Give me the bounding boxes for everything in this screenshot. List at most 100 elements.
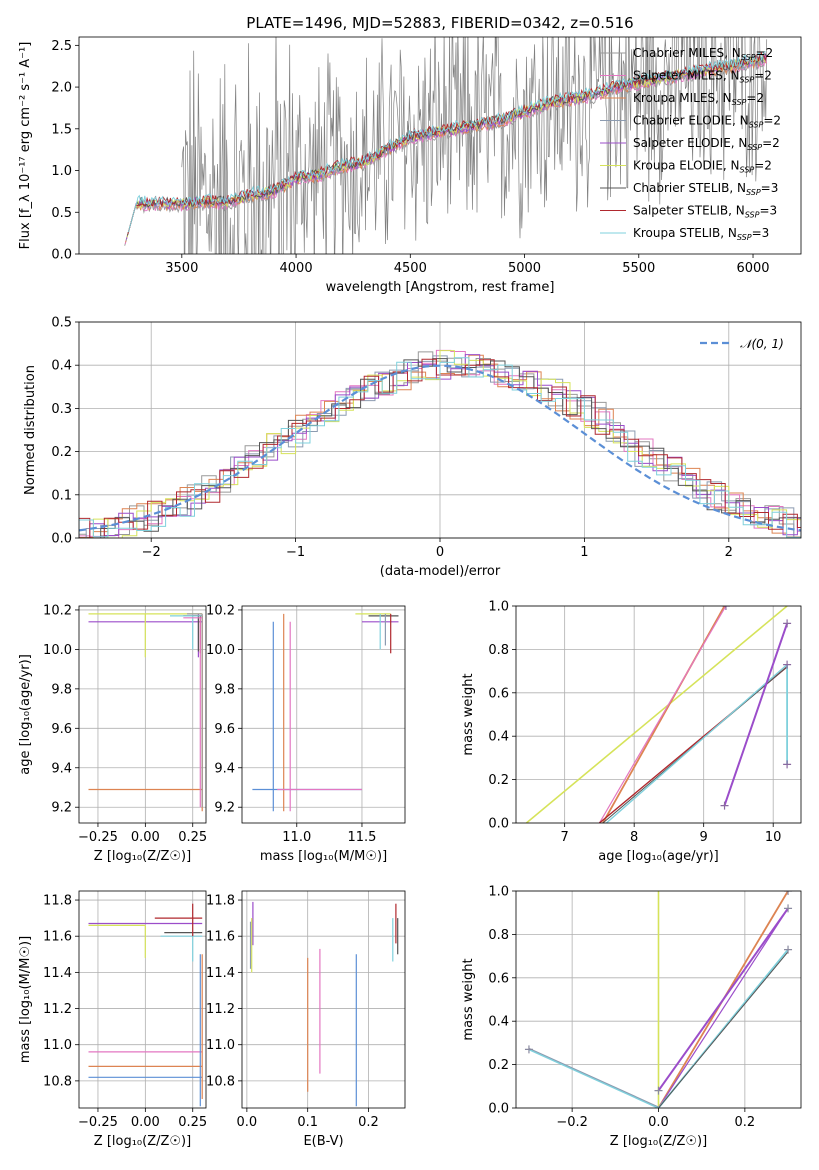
- y-tick-label: 1.0: [51, 164, 72, 179]
- y-tick-label: 11.4: [206, 966, 235, 981]
- z-age-panel: −0.25 0.00 0.25 9.2 9.4 9.6 9.8 10.0 10.2 Z [log₁…: [18, 603, 207, 864]
- x-tick-label: 4500: [394, 261, 427, 276]
- legend-entry: Salpeter MILES, NSSP=2: [633, 69, 772, 85]
- axes-frame: [515, 890, 802, 1109]
- x-tick-label: −0.2: [556, 1115, 588, 1130]
- weight-marker: [721, 606, 730, 610]
- x-tick-label: 7: [561, 830, 569, 845]
- histogram-salpeter-elodie: [79, 354, 801, 538]
- plot-area: [79, 349, 801, 538]
- weight-marker: [720, 801, 729, 810]
- y-tick-label: 0.2: [488, 1058, 509, 1073]
- y-tick-label: 11.2: [43, 1002, 72, 1017]
- weight-marker: [783, 619, 792, 628]
- weight-line: [605, 664, 788, 823]
- y-tick-label: 10.2: [206, 603, 235, 618]
- weight-marker: [654, 1086, 663, 1095]
- y-tick-label: 0.1: [51, 488, 72, 503]
- x-tick-label: 2: [725, 545, 733, 560]
- x-axis-label: Z [log₁₀(Z/Z☉)]: [94, 849, 191, 864]
- weight-marker: [784, 945, 793, 954]
- z-mass-panel: −0.25 0.00 0.25 10.8 11.0 11.2 11.4 11.6 11.8 Z […: [18, 890, 207, 1149]
- x-tick-label: 4000: [280, 261, 313, 276]
- axes-frame: [78, 321, 802, 539]
- legend-entry: Salpeter STELIB, NSSP=3: [633, 204, 777, 220]
- x-tick-label: 0.25: [178, 1115, 207, 1130]
- model-line-kroupa-stelib: [127, 51, 766, 233]
- y-tick-label: 9.6: [214, 722, 235, 737]
- weight-line: [657, 908, 789, 1108]
- y-tick-label: 9.6: [51, 722, 72, 737]
- legend-entry: Kroupa MILES, NSSP=2: [633, 91, 764, 107]
- y-tick-label: 0.0: [488, 817, 509, 832]
- legend-entry: Kroupa ELODIE, NSSP=2: [633, 159, 772, 175]
- y-tick-label: 11.8: [43, 894, 72, 909]
- x-tick-label: 0.25: [178, 830, 207, 845]
- y-tick-label: 0.2: [51, 445, 72, 460]
- plot-area: [252, 613, 399, 812]
- x-tick-label: −2: [142, 545, 161, 560]
- x-tick-label: 0: [436, 545, 444, 560]
- weight-marker: [784, 891, 793, 895]
- x-axis-label: E(B-V): [303, 1134, 343, 1149]
- y-tick-label: 0.5: [51, 316, 72, 331]
- y-axis-label: mass weight: [461, 958, 476, 1040]
- axes-frame: [78, 605, 207, 824]
- y-tick-label: 11.8: [206, 894, 235, 909]
- weight-line: [723, 623, 789, 806]
- legend-entry: Kroupa STELIB, NSSP=3: [633, 226, 769, 242]
- histogram-salpeter-miles: [79, 349, 801, 538]
- spectrum-data-line: [181, 37, 768, 254]
- y-tick-label: 11.4: [43, 966, 72, 981]
- x-tick-label: 0.2: [358, 1115, 379, 1130]
- weight-line: [528, 1048, 659, 1108]
- y-tick-label: 0.0: [51, 532, 72, 547]
- y-tick-label: 9.4: [51, 761, 72, 776]
- legend-entry: Chabrier STELIB, NSSP=3: [633, 181, 778, 197]
- x-axis-label: age [log₁₀(age/yr)]: [598, 849, 719, 864]
- y-tick-label: 10.2: [43, 603, 72, 618]
- histogram-salpeter-stelib: [79, 358, 801, 538]
- x-tick-label: 0.2: [735, 1115, 756, 1130]
- histogram-chabrier-stelib: [79, 358, 801, 538]
- weight-line: [528, 1047, 659, 1108]
- normal-curve: [79, 364, 801, 532]
- x-tick-label: 8: [630, 830, 638, 845]
- age-weight-panel: 7 8 9 10 0.0 0.2 0.4 0.6 0.8 1.0 age [log₁₀(age/yr…: [461, 600, 802, 864]
- y-tick-label: 0.6: [488, 971, 509, 986]
- x-tick-label: 0.0: [648, 1115, 669, 1130]
- x-tick-label: 6000: [736, 261, 769, 276]
- x-axis-label: Z [log₁₀(Z/Z☉)]: [610, 1134, 707, 1149]
- y-tick-label: 11.0: [206, 1038, 235, 1053]
- plot-area: [88, 613, 203, 812]
- y-tick-label: 11.6: [43, 930, 72, 945]
- plot-area: [124, 37, 768, 254]
- y-axis-label: Flux [f_λ 10⁻¹⁷ erg cm⁻² s⁻¹ A⁻¹]: [18, 42, 33, 250]
- y-tick-label: 11.0: [43, 1038, 72, 1053]
- spectrum-panel: 3500 4000 4500 5000 5500 6000 0.0 0.5 1.0 1.5 2.0 2…: [18, 36, 802, 295]
- legend-entry: Chabrier MILES, NSSP=2: [633, 46, 773, 62]
- x-tick-label: 11.5: [347, 830, 376, 845]
- y-tick-label: 9.2: [214, 801, 235, 816]
- mass-age-panel: 11.0 11.5 9.2 9.4 9.6 9.8 10.0 10.2 mass [log₁₀(…: [206, 603, 406, 864]
- weight-marker: [783, 760, 792, 769]
- axes-frame: [515, 605, 802, 824]
- y-axis-label: mass weight: [461, 673, 476, 755]
- y-tick-label: 0.4: [488, 1015, 509, 1030]
- spectrum-legend: Chabrier MILES, NSSP=2 Salpeter MILES, NS…: [600, 46, 781, 242]
- y-tick-label: 9.2: [51, 801, 72, 816]
- x-tick-label: 0.00: [131, 830, 160, 845]
- weight-line: [525, 606, 788, 823]
- x-tick-label: 1: [580, 545, 588, 560]
- y-tick-label: 11.2: [206, 1002, 235, 1017]
- weight-line: [658, 951, 789, 1108]
- legend-entry: Salpeter ELODIE, NSSP=2: [633, 136, 780, 152]
- x-tick-label: −1: [286, 545, 305, 560]
- weight-marker: [524, 1045, 533, 1054]
- residual-histogram-panel: −2 −1 0 1 2 0.0 0.1 0.2 0.3 0.4 0.5 (data-model)/er…: [23, 316, 802, 579]
- model-line-salpeter-stelib: [127, 51, 768, 235]
- y-tick-label: 0.6: [488, 686, 509, 701]
- plot-area: [524, 891, 793, 1108]
- x-tick-label: 5500: [622, 261, 655, 276]
- histogram-kroupa-miles: [79, 354, 801, 538]
